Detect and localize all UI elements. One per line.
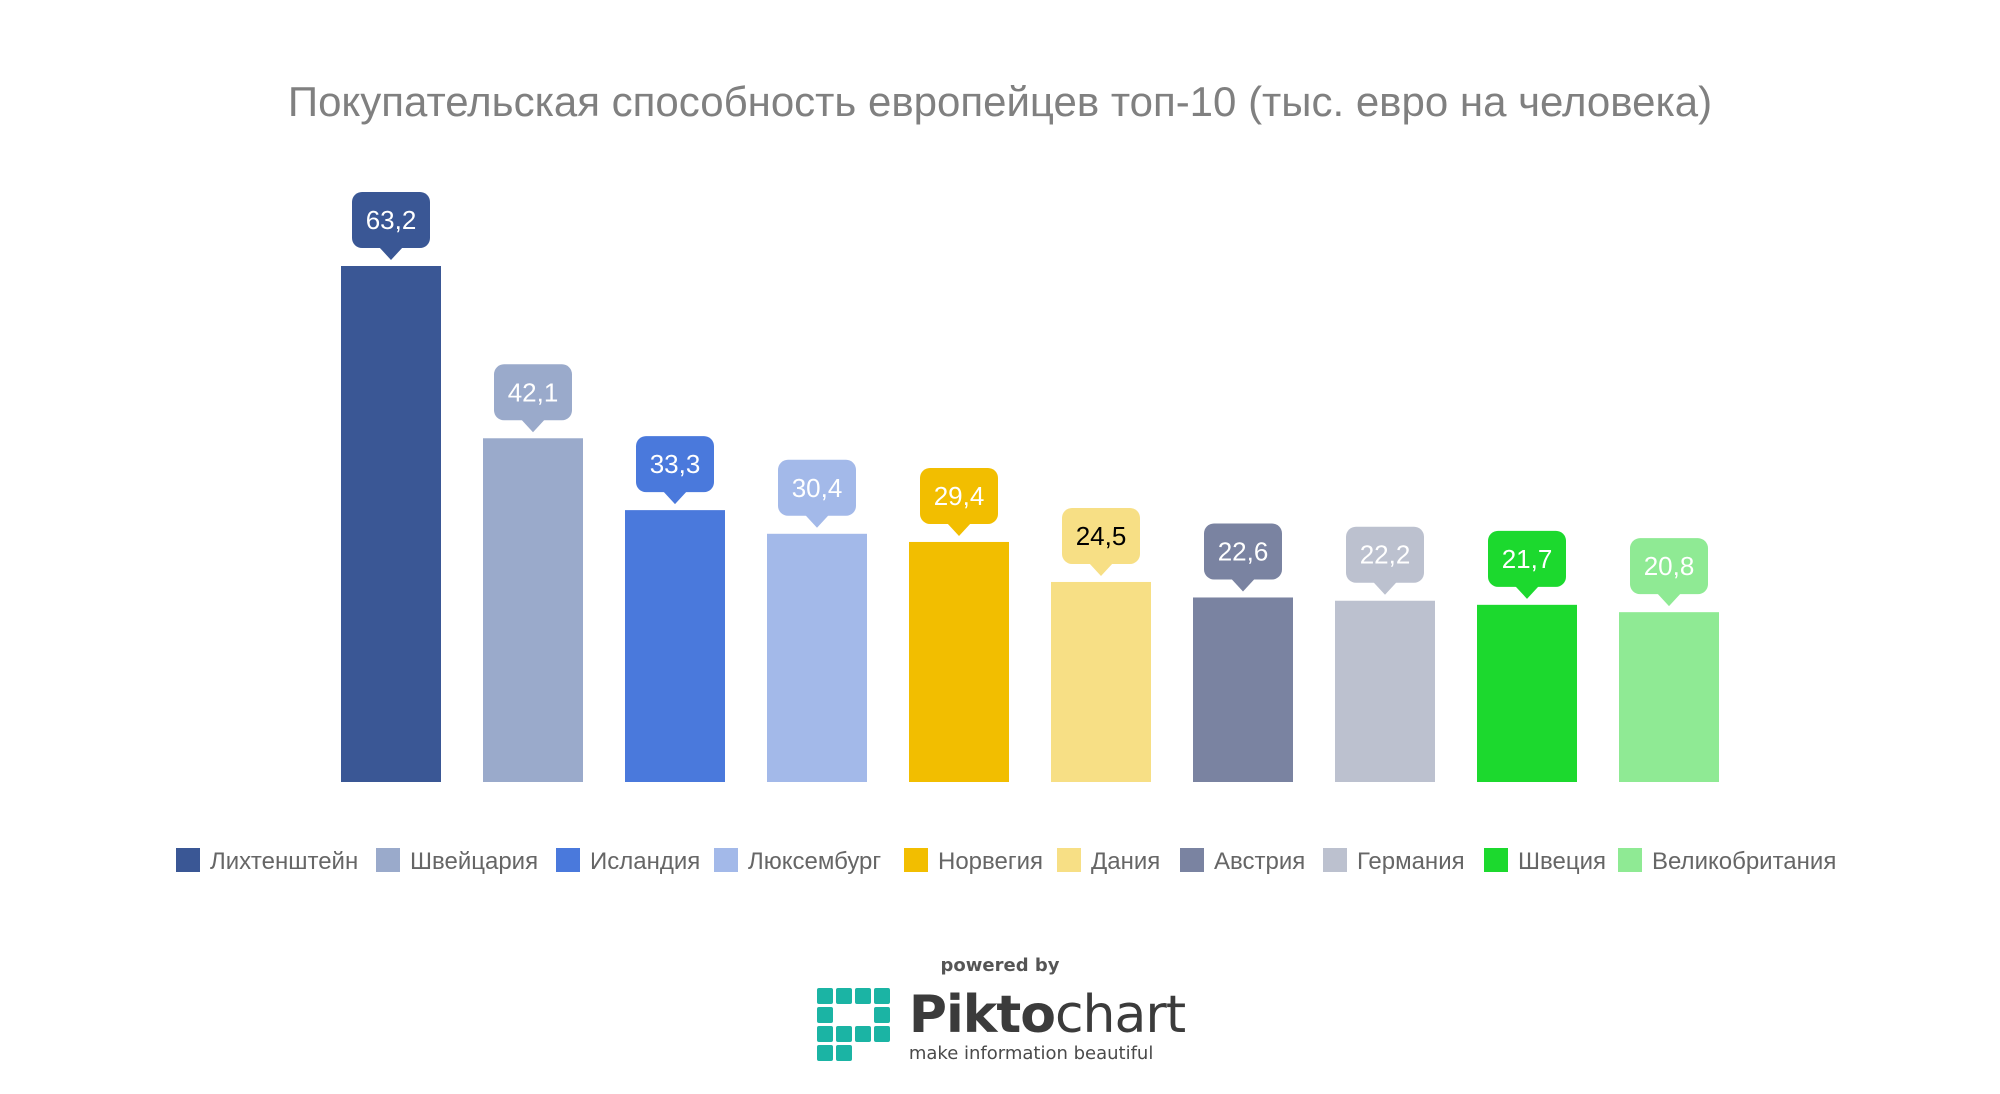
chart-title: Покупательская способность европейцев то… xyxy=(287,78,1713,125)
bar-9 xyxy=(1477,604,1577,782)
powered-by-text: powered by xyxy=(940,955,1060,976)
data-label-bubble-7 xyxy=(1204,523,1282,580)
logo-cell xyxy=(873,1007,890,1023)
legend-swatch-3 xyxy=(556,848,580,872)
data-label-pointer-10 xyxy=(1657,593,1681,607)
logo-cell xyxy=(835,1045,852,1061)
legend-swatch-4 xyxy=(714,848,738,872)
bar-1 xyxy=(341,266,441,782)
data-label-bubble-2 xyxy=(494,364,572,421)
bar-8 xyxy=(1335,600,1435,782)
data-label-bubble-5 xyxy=(920,467,998,524)
data-label-1: 63,2 xyxy=(366,205,417,235)
brand-name-part2: chart xyxy=(1054,984,1186,1045)
data-label-bubble-3 xyxy=(636,436,714,493)
brand-text: Piktochart make information beautiful xyxy=(908,989,1186,1064)
data-label-bubble-4 xyxy=(778,459,856,516)
data-label-pointer-4 xyxy=(805,514,829,528)
data-label-4: 30,4 xyxy=(792,473,843,503)
logo-cell xyxy=(816,1007,833,1023)
bar-7 xyxy=(1193,597,1293,782)
legend-label-5: Норвегия xyxy=(938,848,1043,875)
data-label-3: 33,3 xyxy=(650,449,701,479)
piktochart-logo-icon xyxy=(816,988,890,1061)
logo-cell xyxy=(873,1026,890,1042)
data-label-pointer-2 xyxy=(521,419,545,433)
logo-cell xyxy=(816,1026,833,1042)
legend-swatch-5 xyxy=(904,848,928,872)
data-label-pointer-5 xyxy=(947,522,971,536)
legend-label-1: Лихтенштейн xyxy=(210,848,358,875)
data-label-6: 24,5 xyxy=(1076,521,1127,551)
legend-label-3: Исландия xyxy=(590,848,700,875)
legend-swatch-7 xyxy=(1180,848,1204,872)
logo-cell xyxy=(835,988,852,1004)
data-label-pointer-7 xyxy=(1231,578,1255,592)
brand-name-part1: Pikto xyxy=(908,984,1056,1045)
data-label-8: 22,2 xyxy=(1360,540,1411,570)
data-label-pointer-9 xyxy=(1515,585,1539,599)
data-label-9: 21,7 xyxy=(1502,544,1553,574)
logo-cell xyxy=(835,1026,852,1042)
data-label-bubble-8 xyxy=(1346,526,1424,583)
data-label-pointer-3 xyxy=(663,491,687,505)
legend-label-9: Швеция xyxy=(1518,848,1606,875)
legend-label-8: Германия xyxy=(1357,848,1465,875)
data-label-bubble-1 xyxy=(352,192,430,248)
bar-5 xyxy=(909,541,1009,782)
logo-cell xyxy=(873,988,890,1004)
legend-swatch-2 xyxy=(376,848,400,872)
data-label-bubble-6 xyxy=(1062,507,1140,564)
data-label-pointer-1 xyxy=(379,247,403,260)
legend-swatch-8 xyxy=(1323,848,1347,872)
data-label-bubble-10 xyxy=(1630,538,1708,595)
logo-cell xyxy=(854,1026,871,1042)
footer: powered by Piktochart make information b… xyxy=(0,955,2000,1071)
data-label-bubble-9 xyxy=(1488,530,1566,587)
legend-label-4: Люксембург xyxy=(748,848,881,875)
brand-row: Piktochart make information beautiful xyxy=(815,986,1186,1066)
bar-4 xyxy=(767,533,867,782)
data-label-2: 42,1 xyxy=(508,377,559,407)
logo-cell xyxy=(816,1045,833,1061)
data-label-pointer-6 xyxy=(1089,562,1113,576)
legend-label-6: Дания xyxy=(1091,848,1160,875)
data-label-pointer-8 xyxy=(1373,581,1397,595)
data-label-5: 29,4 xyxy=(934,481,985,511)
legend-label-7: Австрия xyxy=(1214,848,1305,875)
logo-cell xyxy=(816,988,833,1004)
brand-name: Piktochart xyxy=(909,989,1186,1041)
legend-swatch-6 xyxy=(1057,848,1081,872)
legend-swatch-1 xyxy=(176,848,200,872)
bar-10 xyxy=(1619,612,1719,782)
bar-2 xyxy=(483,438,583,782)
bar-3 xyxy=(625,510,725,782)
legend-label-10: Великобритания xyxy=(1652,848,1836,875)
data-label-7: 22,6 xyxy=(1218,536,1269,566)
brand-tagline: make information beautiful xyxy=(908,1042,1154,1064)
bar-6 xyxy=(1051,581,1151,782)
data-label-10: 20,8 xyxy=(1644,551,1695,581)
legend-label-2: Швейцария xyxy=(410,848,538,875)
legend-swatch-9 xyxy=(1484,848,1508,872)
logo-cell xyxy=(854,988,871,1004)
legend-swatch-10 xyxy=(1618,848,1642,872)
